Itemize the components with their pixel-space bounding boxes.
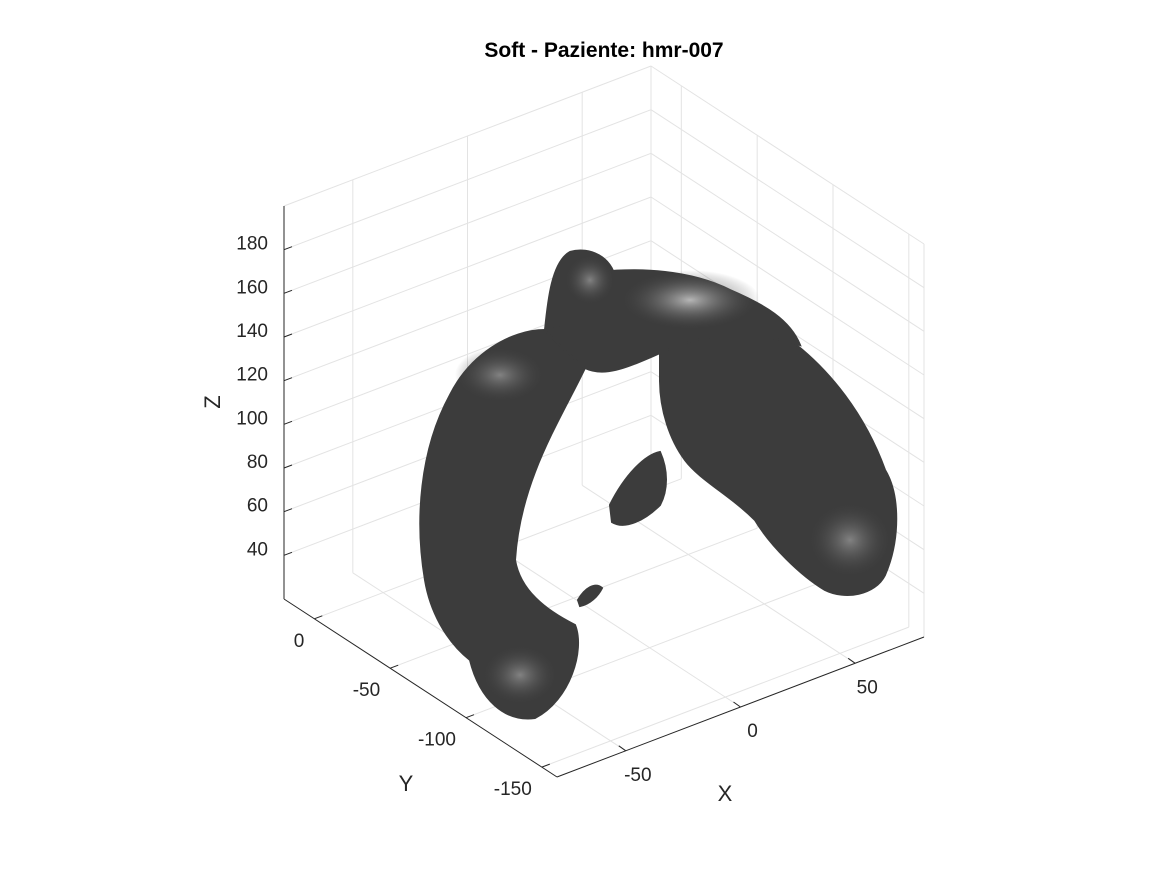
z-tick-label: 120 <box>236 365 268 386</box>
grid-line <box>650 152 925 332</box>
y-axis-line <box>283 598 558 778</box>
grid-line <box>390 527 758 669</box>
z-tick-label: 100 <box>236 408 268 429</box>
x-axis-label: X <box>718 781 733 806</box>
x-tick-mark <box>733 701 741 708</box>
z-tick-label: 140 <box>236 321 268 342</box>
surface-fragment <box>608 450 667 526</box>
grid-line <box>650 109 925 289</box>
x-tick-label: 50 <box>857 677 878 698</box>
z-tick-mark <box>283 464 293 469</box>
z-tick-label: 60 <box>247 496 268 517</box>
x-tick-label: -50 <box>624 765 651 786</box>
z-tick-mark <box>283 333 293 338</box>
grid-line <box>541 626 909 768</box>
z-tick-label: 40 <box>247 539 268 560</box>
x-tick-label: 0 <box>747 721 758 742</box>
z-tick-mark <box>283 508 293 513</box>
tick-labels: -50 0 50 0 -50 -100 -150 40 60 80 100 120 140 160 180 <box>236 234 877 800</box>
x-tick-mark <box>847 657 856 664</box>
y-tick-label: -50 <box>353 680 380 701</box>
z-tick-mark <box>283 289 293 294</box>
z-tick-mark <box>283 246 293 251</box>
surface-fragment <box>576 584 604 608</box>
z-tick-mark <box>283 420 293 425</box>
y-axis-label: Y <box>399 771 414 796</box>
grid-line <box>650 196 925 376</box>
axes <box>283 206 925 778</box>
y-tick-mark <box>390 664 399 669</box>
z-tick-mark <box>283 551 293 556</box>
y-tick-mark <box>314 615 323 620</box>
surface-mesh <box>419 249 898 720</box>
chart-title: Soft - Paziente: hmr-007 <box>484 39 723 62</box>
y-tick-label: -150 <box>494 779 532 800</box>
surface-highlight <box>620 270 760 330</box>
z-tick-label: 160 <box>236 277 268 298</box>
grid-line <box>283 65 652 207</box>
y-tick-mark <box>541 763 550 768</box>
surface-highlight <box>482 645 558 705</box>
z-tick-label: 180 <box>236 234 268 255</box>
z-axis-label: Z <box>200 395 225 408</box>
y-tick-label: 0 <box>294 631 305 652</box>
surface-highlight <box>455 347 545 403</box>
z-tick-label: 80 <box>247 452 268 473</box>
z-tick-mark <box>283 377 293 382</box>
y-tick-mark <box>465 714 475 719</box>
y-tick-label: -100 <box>418 730 456 751</box>
x-tick-mark <box>618 745 627 752</box>
surface-highlight <box>565 255 615 305</box>
surface-highlight <box>808 502 892 578</box>
grid-line <box>650 65 925 245</box>
